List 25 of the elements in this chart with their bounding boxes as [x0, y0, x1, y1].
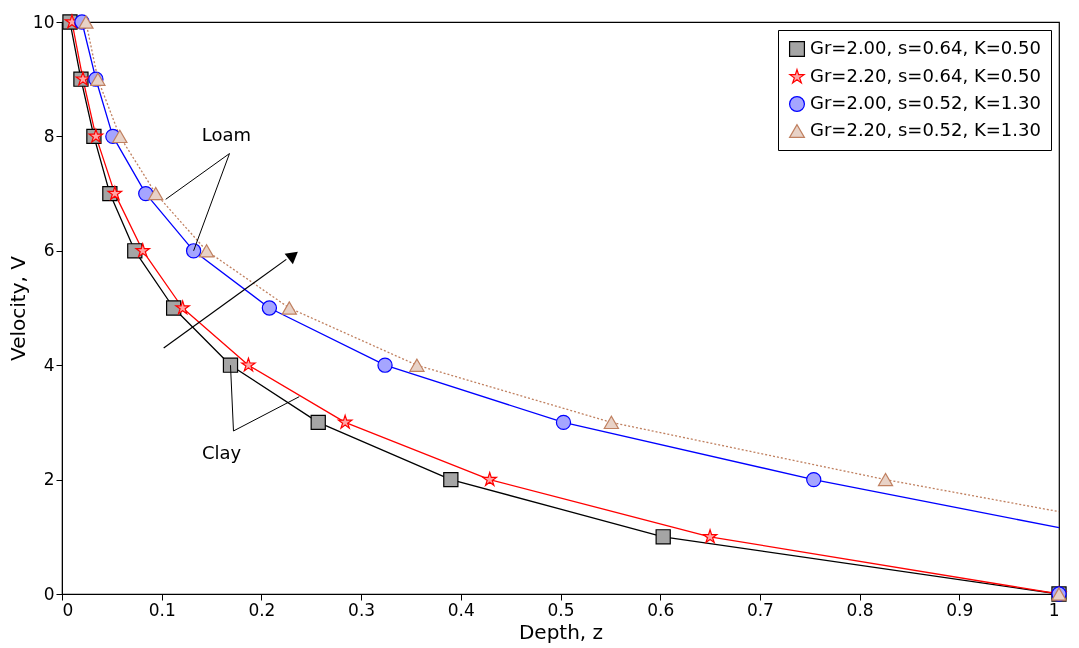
x-tick-label: 1	[1048, 599, 1060, 620]
y-axis-title: Velocity, V	[5, 255, 30, 361]
x-tick-label: 0	[62, 599, 74, 620]
y-tick-label: 10	[32, 11, 55, 32]
y-tick-label: 4	[43, 354, 55, 375]
x-tick-label: 0.2	[248, 599, 276, 620]
x-tick-label: 0.6	[647, 599, 675, 620]
x-tick-label: 0.1	[148, 599, 176, 620]
x-tick-label: 0.9	[946, 599, 974, 620]
legend-label: Gr=2.20, s=0.52, K=1.30	[810, 119, 1041, 140]
x-tick-label: 0.4	[447, 599, 475, 620]
legend-label: Gr=2.20, s=0.64, K=0.50	[810, 65, 1041, 86]
legend-label: Gr=2.00, s=0.52, K=1.30	[810, 92, 1041, 113]
annotation: Loam	[201, 124, 252, 146]
y-tick-label: 0	[43, 583, 55, 604]
x-tick-label: 0.5	[547, 599, 575, 620]
y-tick-label: 8	[43, 125, 55, 146]
y-tick-label: 2	[43, 469, 55, 490]
y-tick-label: 6	[43, 240, 55, 261]
x-tick-label: 0.8	[846, 599, 874, 620]
legend-label: Gr=2.00, s=0.64, K=0.50	[810, 37, 1041, 58]
x-tick-label: 0.3	[348, 599, 376, 620]
annotation: Clay	[201, 441, 242, 463]
x-tick-label: 0.7	[746, 599, 774, 620]
x-axis-title: Depth, z	[518, 619, 604, 644]
